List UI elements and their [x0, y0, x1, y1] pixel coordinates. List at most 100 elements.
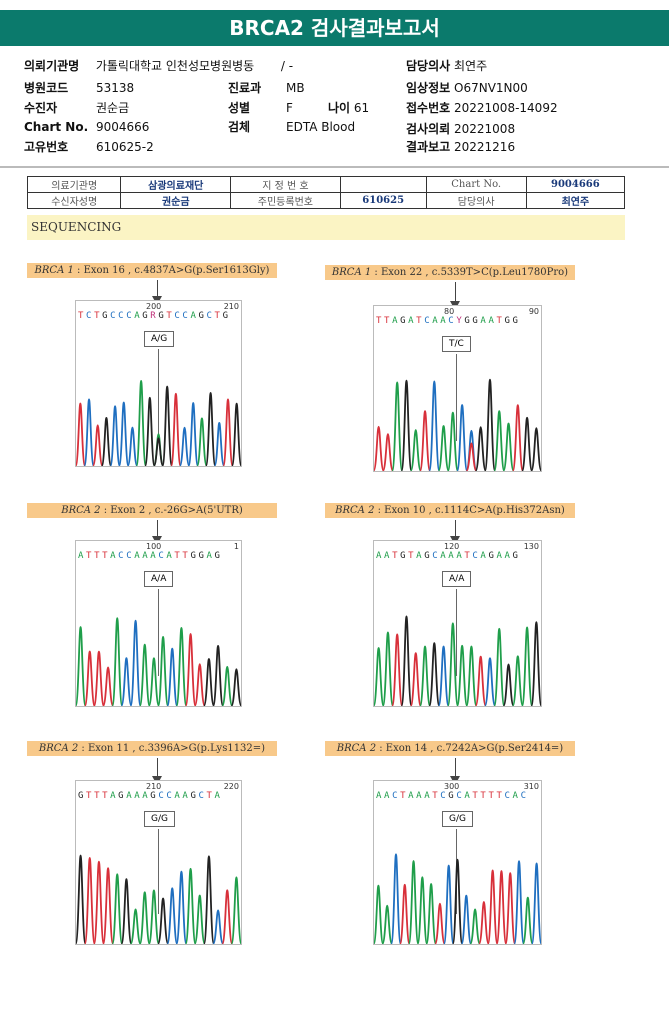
base-letter: T	[392, 551, 401, 561]
report-date: 결과보고 20221216	[406, 140, 516, 154]
base-letter: G	[198, 551, 207, 561]
position-label: 130	[523, 542, 539, 551]
variant-label: BRCA 2 : Exon 2 , c.-26G>A(5'UTR)	[27, 503, 277, 518]
base-letter: G	[512, 316, 521, 326]
base-letter: C	[126, 551, 135, 561]
base-letter: G	[78, 791, 87, 801]
trace-peak	[451, 858, 464, 944]
trace-peak	[437, 425, 450, 471]
trace-peak	[129, 619, 142, 706]
trace-peak	[504, 872, 516, 944]
base-sequence: AACTAAATCGCATTTTCAC	[376, 791, 529, 801]
trace-peak	[483, 378, 496, 471]
trace-peak	[204, 392, 217, 466]
trace-peak	[111, 617, 124, 706]
trace-peak	[409, 652, 422, 706]
base-letter: C	[448, 316, 457, 326]
chromatogram: 300 310 AACTAAATCGCATTTTCAC G/G	[373, 780, 542, 945]
trace-peak	[474, 655, 487, 706]
base-letter: A	[392, 316, 401, 326]
base-letter: A	[432, 316, 441, 326]
base-letter: C	[174, 311, 183, 321]
trace-peak	[428, 380, 441, 471]
base-letter: T	[472, 791, 481, 801]
trace-peaks	[76, 379, 241, 466]
trace-peak	[502, 663, 515, 706]
base-letter: C	[118, 551, 127, 561]
trace-peak	[147, 657, 160, 706]
base-letter: G	[158, 311, 167, 321]
position-label: 90	[528, 307, 539, 316]
base-letter: C	[440, 791, 449, 801]
trace-peak	[483, 657, 496, 706]
base-sequence: GTTTAGAAAGCCAAGCTA	[78, 791, 223, 801]
base-letter: T	[384, 316, 393, 326]
trace-peak	[460, 894, 473, 944]
base-letter: G	[488, 551, 497, 561]
base-sequence: AATGTAGCAAATCAGAAG	[376, 551, 521, 561]
base-letter: T	[416, 316, 425, 326]
request-date: 검사의뢰 20221008	[406, 122, 516, 136]
trace-peak	[434, 902, 446, 944]
base-letter: C	[472, 551, 481, 561]
trace-peak	[157, 636, 170, 706]
trace-peak	[184, 867, 197, 944]
base-letter: G	[424, 551, 433, 561]
trace-peak	[381, 631, 394, 706]
trace-peak	[187, 402, 199, 466]
chromatogram: 210 220 GTTTAGAAAGCCAAGCTA G/G	[75, 780, 242, 945]
trace-peaks	[374, 615, 541, 706]
trace-peak	[109, 405, 121, 466]
trace-peak	[437, 645, 450, 706]
trace-peak	[193, 663, 206, 706]
base-letter: A	[126, 791, 135, 801]
base-letter: C	[504, 791, 513, 801]
base-letter: T	[102, 791, 111, 801]
genotype-box: T/C	[442, 336, 471, 352]
trace-peak	[478, 901, 490, 944]
base-letter: A	[376, 551, 385, 561]
base-letter: G	[190, 551, 199, 561]
trace-peak	[391, 381, 404, 471]
trace-peak	[221, 889, 234, 944]
base-letter: G	[464, 316, 473, 326]
scan-header-table: 의료기관명 삼광의료재단 지 정 번 호 Chart No. 9004666 수신자성명…	[26, 176, 626, 209]
trace-peak	[474, 426, 487, 471]
trace-peak	[184, 633, 197, 706]
divider	[0, 166, 669, 168]
base-letter: T	[102, 551, 111, 561]
trace-peak	[399, 883, 411, 944]
base-letter: A	[464, 791, 473, 801]
trace-peak	[511, 655, 524, 706]
base-letter: A	[440, 316, 449, 326]
base-letter: T	[78, 311, 87, 321]
dept: 진료과 MB	[228, 81, 305, 95]
base-letter: A	[150, 551, 159, 561]
sequencing-heading: SEQUENCING	[27, 215, 625, 240]
genotype-box: G/G	[144, 811, 175, 827]
trace-peak	[92, 424, 104, 466]
base-letter: A	[214, 791, 223, 801]
trace-peaks	[374, 378, 541, 471]
arrow-down-icon	[152, 280, 162, 305]
base-letter: C	[182, 311, 191, 321]
report-title: BRCA2 검사결과보고서	[0, 10, 669, 46]
arrow-down-icon	[450, 758, 460, 785]
trace-peak	[400, 615, 413, 706]
variant-label: BRCA 1 : Exon 16 , c.4837A>G(p.Ser1613Gl…	[27, 263, 277, 278]
position-label: 310	[523, 782, 539, 791]
base-letter: G	[504, 316, 513, 326]
base-letter: A	[174, 791, 183, 801]
base-letter: R	[150, 311, 159, 321]
trace-peak	[102, 867, 115, 944]
base-letter: C	[456, 791, 465, 801]
base-letter: T	[432, 791, 441, 801]
base-letter: T	[400, 791, 409, 801]
trace-peak	[416, 876, 429, 944]
base-letter: C	[158, 791, 167, 801]
base-letter: A	[190, 311, 199, 321]
trace-peak	[120, 657, 133, 706]
clinical-info: 임상정보 O67NV1N00	[406, 81, 528, 95]
base-letter: T	[86, 551, 95, 561]
trace-peak	[493, 627, 506, 706]
